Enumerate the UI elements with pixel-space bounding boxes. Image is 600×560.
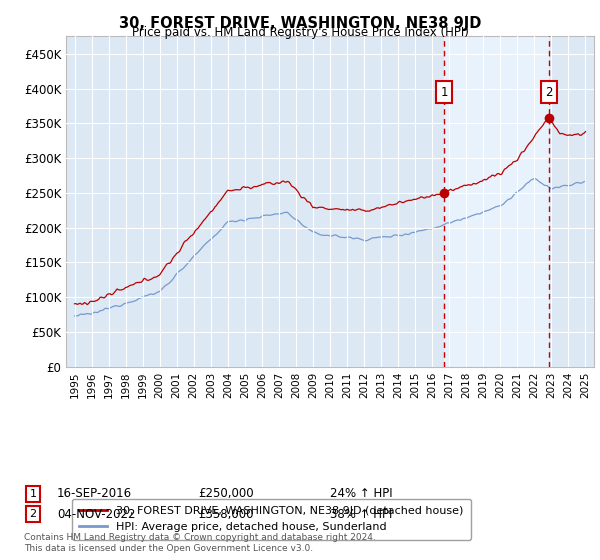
Legend: 30, FOREST DRIVE, WASHINGTON, NE38 9JD (detached house), HPI: Average price, det: 30, FOREST DRIVE, WASHINGTON, NE38 9JD (…	[71, 498, 471, 540]
Text: 24% ↑ HPI: 24% ↑ HPI	[330, 487, 392, 501]
Text: 16-SEP-2016: 16-SEP-2016	[57, 487, 132, 501]
Text: Contains HM Land Registry data © Crown copyright and database right 2024.
This d: Contains HM Land Registry data © Crown c…	[24, 533, 376, 553]
Text: 2: 2	[545, 86, 553, 99]
Text: 04-NOV-2022: 04-NOV-2022	[57, 507, 136, 521]
Text: £250,000: £250,000	[198, 487, 254, 501]
Text: 30, FOREST DRIVE, WASHINGTON, NE38 9JD: 30, FOREST DRIVE, WASHINGTON, NE38 9JD	[119, 16, 481, 31]
Bar	[444, 36, 548, 367]
Text: £358,000: £358,000	[198, 507, 254, 521]
Text: 1: 1	[440, 86, 448, 99]
Text: 1: 1	[29, 489, 37, 499]
Text: Price paid vs. HM Land Registry's House Price Index (HPI): Price paid vs. HM Land Registry's House …	[131, 26, 469, 39]
Text: 2: 2	[29, 509, 37, 519]
Text: 38% ↑ HPI: 38% ↑ HPI	[330, 507, 392, 521]
